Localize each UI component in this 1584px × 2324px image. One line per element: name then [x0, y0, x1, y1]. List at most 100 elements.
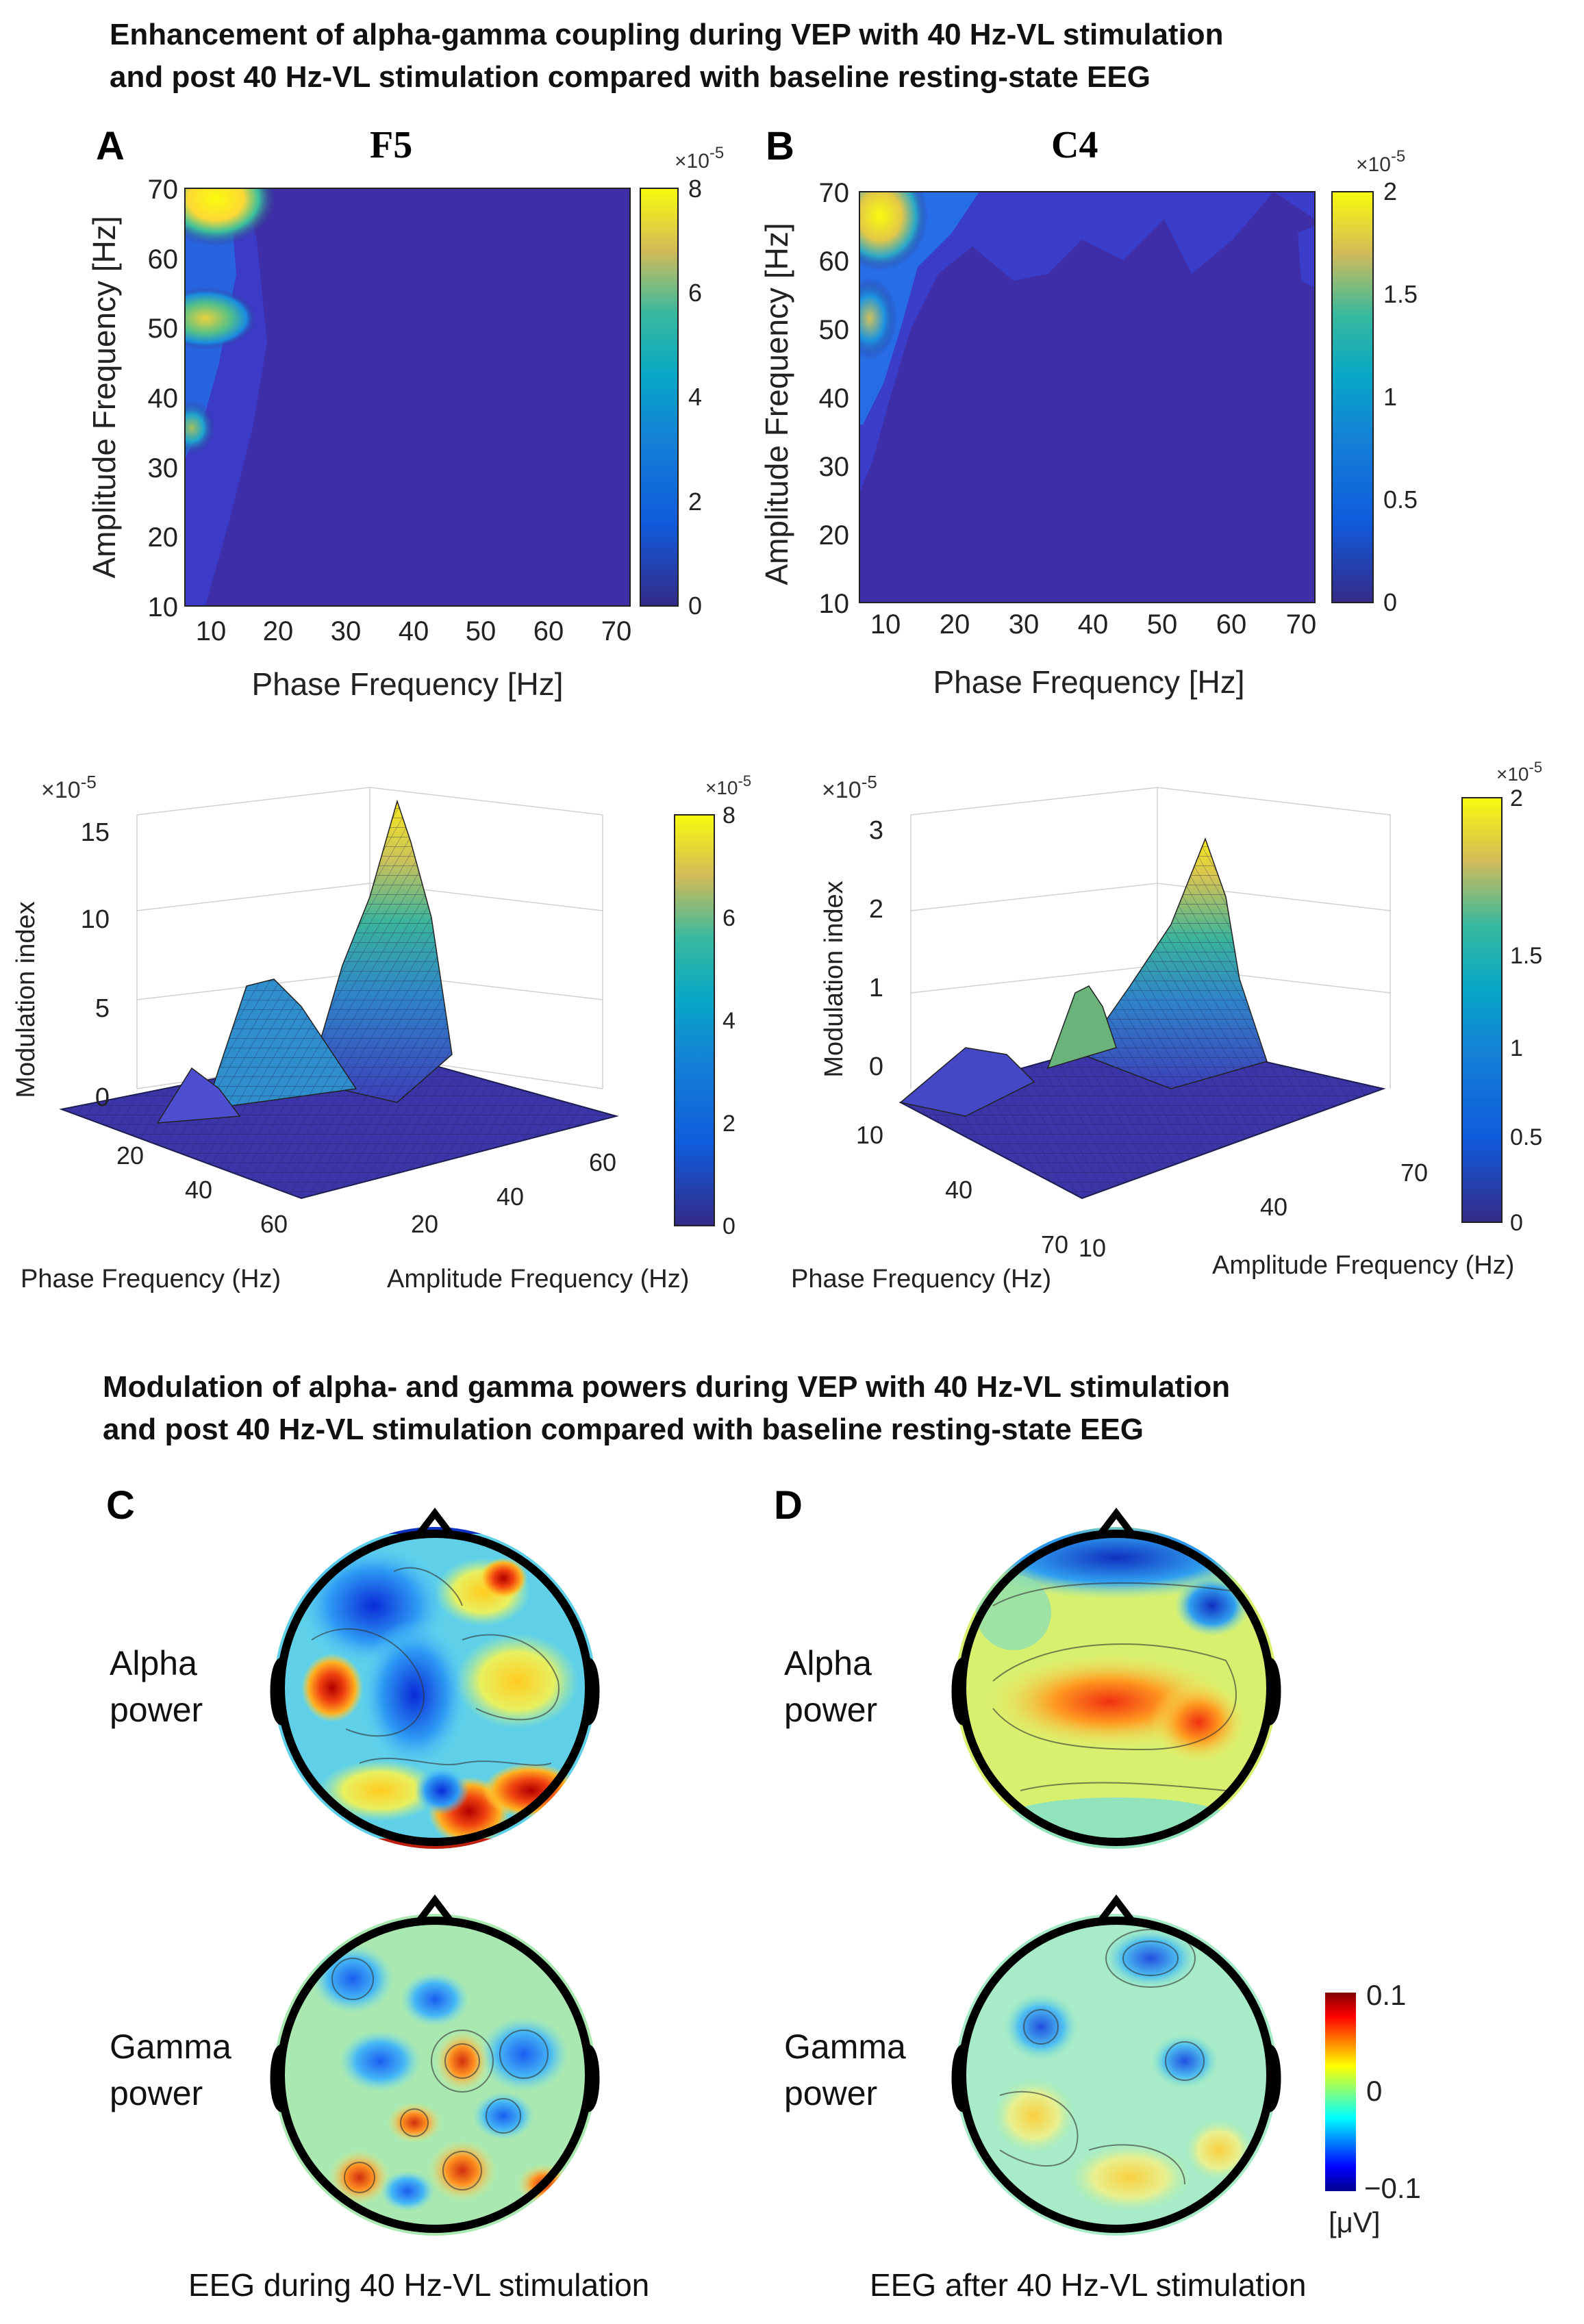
svg-text:60: 60 — [533, 616, 564, 646]
surface-b-zlabel: Modulation index — [820, 881, 848, 1077]
svg-text:0: 0 — [688, 592, 702, 620]
left-ear-icon — [951, 1657, 966, 1726]
svg-text:0: 0 — [1366, 2075, 1382, 2107]
svg-text:60: 60 — [260, 1210, 288, 1238]
svg-text:30: 30 — [331, 616, 362, 646]
svg-text:4: 4 — [688, 383, 702, 411]
svg-text:50: 50 — [819, 315, 850, 345]
svg-text:2: 2 — [1383, 177, 1397, 205]
alpha-label-d: Alpha power — [784, 1644, 878, 1729]
svg-text:8: 8 — [688, 175, 702, 203]
svg-text:1.5: 1.5 — [1510, 943, 1542, 969]
svg-text:40: 40 — [496, 1183, 524, 1211]
svg-text:6: 6 — [688, 279, 702, 307]
svg-text:5: 5 — [95, 994, 110, 1023]
caption-d: EEG after 40 Hz-VL stimulation — [870, 2267, 1307, 2303]
svg-text:20: 20 — [819, 520, 850, 551]
heatmap-a: 10 20 30 40 50 60 70 10 20 30 40 50 60 7… — [86, 144, 724, 702]
topomap-colorbar: 0.1 0 −0.1 [μV] — [1325, 1979, 1421, 2238]
right-ear-icon — [586, 1657, 600, 1726]
hotspot-a-1 — [185, 188, 277, 247]
heatmap-a-yticks: 10 20 30 40 50 60 70 — [148, 175, 179, 622]
heatmap-b-colorbar — [1331, 191, 1374, 603]
surface-b-colorbar-exponent: ×10-5 — [1496, 760, 1542, 785]
svg-text:40: 40 — [945, 1176, 972, 1204]
svg-text:10: 10 — [1079, 1234, 1106, 1262]
svg-text:40: 40 — [1260, 1193, 1287, 1221]
heatmap-a-colorbar-ticks: 0 2 4 6 8 — [688, 175, 702, 620]
left-ear-icon — [270, 2044, 284, 2112]
svg-text:1: 1 — [1383, 383, 1397, 411]
topomap-c-alpha — [270, 1507, 600, 1849]
topomap-c-gamma — [270, 1894, 600, 2236]
svg-text:20: 20 — [116, 1141, 144, 1170]
surface-a-amp-ticks: 20 40 60 — [411, 1148, 616, 1238]
heatmap-a-xticks: 10 20 30 40 50 60 70 — [196, 616, 632, 646]
svg-text:20: 20 — [148, 522, 179, 553]
heatmap-b-xlabel: Phase Frequency [Hz] — [933, 664, 1244, 700]
svg-text:30: 30 — [148, 453, 179, 483]
svg-text:2: 2 — [1510, 785, 1523, 811]
heatmap-a-hotspots — [185, 188, 277, 606]
panel-letter-b: B — [766, 124, 794, 168]
heatmap-b-colorbar-exponent: ×10-5 — [1356, 147, 1405, 176]
panel-letter-d: D — [774, 1483, 803, 1528]
svg-text:10: 10 — [81, 905, 110, 934]
nose-icon — [1096, 1507, 1136, 1539]
surface-b-xlabel: Phase Frequency (Hz) — [791, 1265, 1051, 1293]
heatmap-b-yticks: 10 20 30 40 50 60 70 — [819, 178, 850, 619]
svg-text:40: 40 — [399, 616, 429, 646]
svg-text:70: 70 — [601, 616, 632, 646]
panel-letter-c: C — [106, 1483, 135, 1528]
surface-b-peak-low — [899, 1047, 1035, 1117]
svg-text:70: 70 — [148, 175, 179, 205]
svg-text:0.1: 0.1 — [1366, 1979, 1406, 2011]
svg-text:10: 10 — [819, 589, 850, 619]
svg-text:0: 0 — [869, 1052, 883, 1081]
top-title-line2: and post 40 Hz-VL stimulation compared w… — [110, 60, 1151, 94]
svg-text:10: 10 — [148, 592, 179, 622]
svg-text:1.5: 1.5 — [1383, 280, 1418, 308]
surface-b-zticks: 0 1 2 3 — [869, 816, 883, 1081]
surface-a-zticks: 0 5 10 15 — [81, 818, 110, 1112]
svg-text:10: 10 — [196, 616, 227, 646]
alpha-label-c: Alpha power — [110, 1644, 203, 1729]
svg-text:−0.1: −0.1 — [1364, 2172, 1421, 2204]
svg-text:40: 40 — [819, 383, 850, 414]
heatmap-b-title: C4 — [1051, 124, 1098, 166]
heatmap-b-hotspots — [859, 192, 1315, 493]
gamma-label-c: Gamma power — [110, 2028, 231, 2112]
svg-text:10: 10 — [870, 609, 901, 640]
surface-a: 0 5 10 15 ×10-5 Modulation index 20 40 6… — [14, 772, 751, 1293]
nose-icon — [1096, 1894, 1136, 1925]
surface-b-ylabel: Amplitude Frequency (Hz) — [1212, 1251, 1514, 1280]
surface-b-amp-ticks: 10 40 70 — [1079, 1159, 1428, 1262]
heatmap-b: 10 20 30 40 50 60 70 10 20 30 40 50 60 7… — [759, 147, 1418, 700]
svg-text:1: 1 — [869, 974, 883, 1002]
svg-text:40: 40 — [1078, 609, 1109, 640]
top-section-title: Enhancement of alpha-gamma coupling duri… — [110, 14, 1224, 99]
svg-text:60: 60 — [148, 244, 179, 275]
surface-a-peak-low — [156, 1067, 241, 1124]
svg-text:1: 1 — [1510, 1035, 1523, 1061]
caption-c: EEG during 40 Hz-VL stimulation — [188, 2267, 650, 2303]
bottom-title-line1: Modulation of alpha- and gamma powers du… — [103, 1370, 1231, 1404]
svg-text:50: 50 — [148, 314, 179, 344]
svg-text:0: 0 — [95, 1083, 110, 1112]
svg-text:70: 70 — [1400, 1159, 1428, 1187]
svg-text:70: 70 — [1286, 609, 1317, 640]
surface-a-colorbar — [674, 814, 715, 1226]
heatmap-b-ylabel: Amplitude Frequency [Hz] — [759, 223, 794, 585]
nose-icon — [415, 1507, 455, 1539]
svg-text:0: 0 — [1383, 588, 1397, 616]
heatmap-a-ylabel: Amplitude Frequency [Hz] — [86, 216, 122, 578]
hotspot-b-2 — [859, 277, 897, 359]
hotspot-a-2 — [185, 288, 257, 349]
heatmap-a-xlabel: Phase Frequency [Hz] — [251, 666, 563, 702]
surface-b-z-exponent: ×10-5 — [822, 772, 877, 803]
surface-b: 0 1 2 3 ×10-5 Modulation index 10 40 70 … — [791, 760, 1542, 1293]
svg-text:40: 40 — [148, 383, 179, 414]
heatmap-a-colorbar — [640, 188, 679, 607]
bottom-section-title: Modulation of alpha- and gamma powers du… — [103, 1366, 1230, 1451]
panel-letter-a: A — [96, 124, 125, 168]
